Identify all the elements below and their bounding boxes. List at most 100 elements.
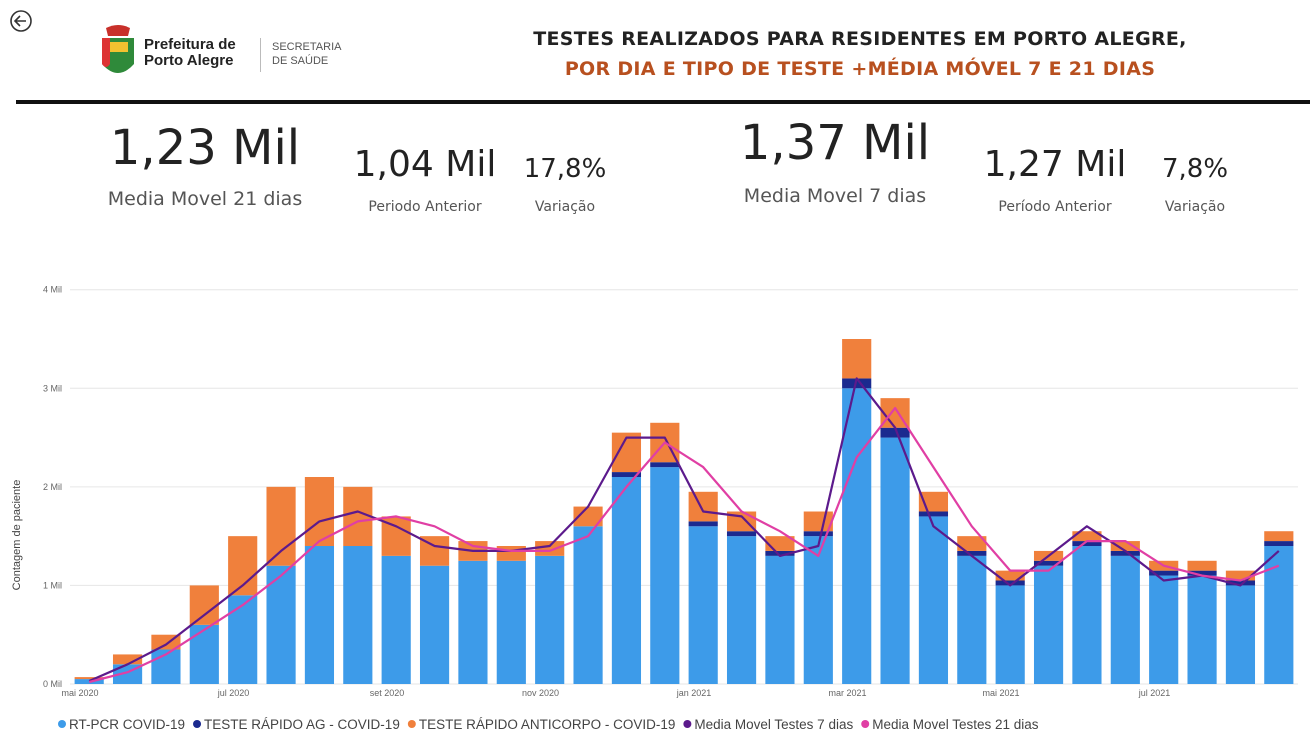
kpi-value: 1,27 Mil bbox=[983, 144, 1127, 185]
bar-segment bbox=[381, 555, 411, 684]
bar-segment bbox=[803, 531, 833, 537]
y-tick-label: 3 Mil bbox=[43, 383, 62, 393]
bar-segment bbox=[688, 526, 718, 684]
bar-segment bbox=[304, 546, 335, 684]
bar-segment bbox=[419, 565, 450, 684]
kpi-value: 17,8% bbox=[523, 154, 607, 184]
x-tick-label: mai 2020 bbox=[61, 688, 98, 698]
bar-segment bbox=[842, 339, 872, 379]
bar-segment bbox=[1187, 560, 1217, 571]
kpi-label: Variação bbox=[534, 199, 596, 215]
bar-segment bbox=[995, 585, 1025, 684]
bar-segment bbox=[304, 477, 335, 546]
bar-segment bbox=[1072, 546, 1102, 684]
x-tick-label: jul 2020 bbox=[217, 688, 250, 698]
bar-segment bbox=[650, 462, 680, 468]
y-tick-label: 0 Mil bbox=[43, 679, 62, 689]
line-series bbox=[88, 406, 1280, 684]
x-tick-label: jan 2021 bbox=[676, 688, 712, 698]
bar-segment bbox=[1149, 575, 1179, 684]
bar-segment bbox=[880, 437, 910, 684]
legend-label: Media Movel Testes 7 dias bbox=[694, 717, 853, 732]
bar-segment bbox=[1110, 550, 1140, 556]
bar-segment bbox=[1072, 541, 1102, 546]
bar-segment bbox=[112, 654, 143, 665]
bar-segment bbox=[611, 472, 642, 477]
logo-shield bbox=[102, 25, 134, 73]
legend-label: TESTE RÁPIDO AG - COVID-19 bbox=[204, 717, 400, 732]
bar-segment bbox=[995, 580, 1025, 586]
chart: Contagem de paciente 0 Mil 1 Mil 2 Mil 3 Mi… bbox=[11, 285, 1298, 732]
bar-segment bbox=[1264, 531, 1294, 542]
kpi-value: 1,23 Mil bbox=[109, 120, 301, 176]
bar-segment bbox=[1110, 541, 1140, 551]
bar-segment bbox=[918, 511, 949, 517]
y-tick-label: 4 Mil bbox=[43, 285, 62, 295]
x-tick-label: set 2020 bbox=[370, 688, 405, 698]
bar-segment bbox=[995, 570, 1025, 581]
bar-segment bbox=[688, 491, 718, 522]
kpi-label: Media Movel 21 dias bbox=[107, 188, 303, 210]
bar-segment bbox=[611, 477, 642, 684]
bar-segment bbox=[1110, 555, 1140, 684]
bar-segment bbox=[1225, 570, 1256, 581]
legend-label: TESTE RÁPIDO ANTICORPO - COVID-19 bbox=[419, 717, 676, 732]
bar-segment bbox=[496, 560, 526, 684]
bar-segment bbox=[1225, 580, 1256, 586]
bar-segment bbox=[266, 486, 296, 566]
separator bbox=[260, 38, 261, 72]
bar-segment bbox=[573, 526, 603, 684]
bar-segment bbox=[1187, 570, 1217, 576]
bar-segment bbox=[1149, 570, 1179, 576]
bar-segment bbox=[1264, 541, 1294, 546]
legend-marker bbox=[407, 720, 416, 728]
bar-segment bbox=[880, 427, 910, 438]
x-tick-label: mar 2021 bbox=[828, 688, 866, 698]
legend-marker bbox=[193, 720, 202, 728]
back-button[interactable] bbox=[8, 8, 34, 34]
bar-segment bbox=[343, 546, 373, 684]
bar-segment bbox=[1072, 531, 1102, 542]
kpi-label: Periodo Anterior bbox=[368, 199, 482, 215]
y-axis-label: Contagem de paciente bbox=[11, 480, 23, 591]
bar-segment bbox=[1187, 575, 1217, 684]
subtitle: POR DIA E TIPO DE TESTE +MÉDIA MÓVEL 7 E… bbox=[564, 58, 1156, 80]
bar-segment bbox=[957, 550, 987, 556]
logo-text: Prefeitura de Porto Alegre bbox=[144, 36, 236, 69]
x-tick-label: mai 2021 bbox=[982, 688, 1019, 698]
bar-segment bbox=[688, 521, 718, 527]
legend-label: RT-PCR COVID-19 bbox=[69, 717, 185, 732]
bar-segment bbox=[496, 546, 526, 561]
bar-segment bbox=[189, 624, 219, 684]
bar-segment bbox=[957, 555, 987, 684]
title: TESTES REALIZADOS PARA RESIDENTES EM POR… bbox=[533, 28, 1187, 50]
bar-segment bbox=[765, 555, 795, 684]
bar-segment bbox=[1033, 565, 1064, 684]
bar-segment bbox=[189, 585, 219, 625]
bar-segment bbox=[573, 506, 603, 527]
bar-segment bbox=[1033, 560, 1064, 566]
bar-segment bbox=[266, 565, 296, 684]
bar-segment bbox=[74, 677, 104, 680]
kpi-value: 1,37 Mil bbox=[739, 115, 931, 171]
bar-segment bbox=[803, 536, 833, 684]
bar-segment bbox=[726, 531, 757, 537]
kpi-label: Variação bbox=[1164, 199, 1226, 215]
bar-segment bbox=[458, 560, 488, 684]
legend-marker bbox=[861, 720, 870, 728]
bar-segment bbox=[726, 536, 757, 684]
divider bbox=[16, 100, 1310, 104]
legend-marker bbox=[683, 720, 692, 728]
legend-marker bbox=[58, 720, 66, 728]
bar-segment bbox=[650, 467, 680, 684]
bar-segment bbox=[1225, 585, 1256, 684]
kpi-label: Media Movel 7 dias bbox=[743, 185, 927, 207]
bar-segment bbox=[535, 555, 565, 684]
bar-segment bbox=[765, 550, 795, 556]
legend-label: Media Movel Testes 21 dias bbox=[872, 717, 1039, 732]
y-tick-label: 2 Mil bbox=[43, 482, 62, 492]
x-tick-label: jul 2021 bbox=[1138, 688, 1171, 698]
kpi-label: Período Anterior bbox=[998, 199, 1112, 215]
x-tick-label: nov 2020 bbox=[522, 688, 559, 698]
bar-segment bbox=[535, 541, 565, 556]
